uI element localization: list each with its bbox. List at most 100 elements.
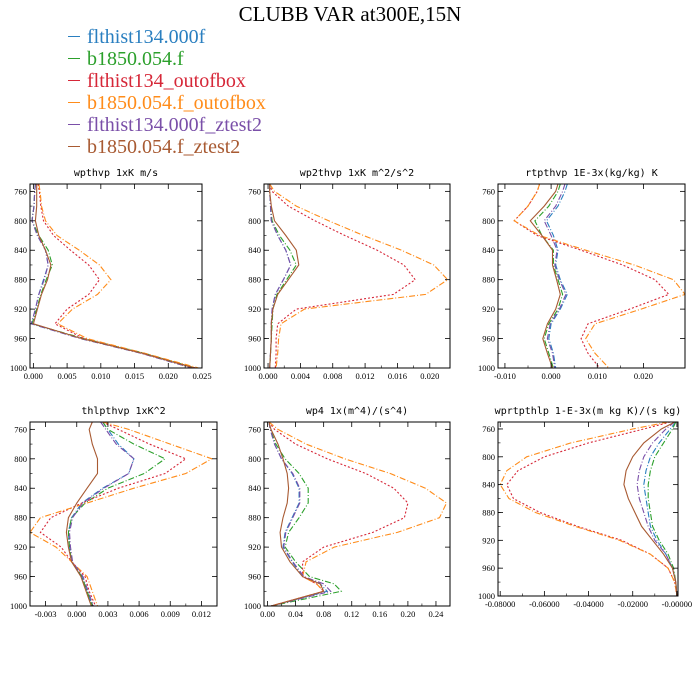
series-line-3 (269, 184, 416, 368)
legend-line-swatch (68, 145, 80, 147)
panel-frame (497, 421, 679, 597)
series-line-6 (623, 422, 678, 596)
legend-item: b1850.054.f_outofbox (68, 92, 266, 114)
x-tick-label: -0.003 (35, 609, 57, 619)
series-line-6 (32, 184, 195, 368)
y-tick-label: 760 (248, 424, 261, 434)
y-tick-label: 920 (14, 542, 27, 552)
y-tick-label: 880 (14, 275, 27, 285)
series-line-5 (269, 184, 292, 368)
x-tick-label: 0.008 (323, 371, 342, 381)
series-line-3 (506, 422, 678, 596)
y-tick-label: 920 (482, 304, 495, 314)
series-line-6 (268, 422, 325, 606)
x-tick-label: 0.006 (130, 609, 149, 619)
x-tick-label: -0.02000 (617, 599, 647, 609)
panel-title: wpthvp 1xK m/s (74, 168, 158, 179)
y-tick-label: 1000 (244, 601, 261, 611)
x-tick-label: 0.000 (67, 609, 86, 619)
legend-item: flthist134.000f (68, 26, 266, 48)
legend-line-swatch (68, 123, 80, 125)
x-tick-label: -0.06000 (529, 599, 559, 609)
series-line-3 (268, 422, 409, 606)
y-tick-label: 1000 (10, 363, 27, 373)
legend-label: flthist134.000f_ztest2 (87, 114, 262, 136)
series-line-3 (513, 184, 670, 368)
x-tick-label: 0.016 (388, 371, 407, 381)
legend-item: b1850.054.f (68, 48, 266, 70)
panel-5: wp4 1x(m^4)/(s^4)76080084088092096010000… (244, 406, 451, 619)
legend-line-swatch (68, 57, 80, 59)
series-line-4 (269, 184, 449, 368)
y-tick-label: 800 (248, 216, 261, 226)
series-line-6 (269, 184, 300, 368)
y-tick-label: 1000 (10, 601, 27, 611)
y-tick-label: 840 (14, 245, 27, 255)
x-tick-label: 0.010 (588, 371, 607, 381)
series-line-1 (67, 422, 135, 606)
y-tick-label: 960 (14, 572, 27, 582)
y-tick-label: 800 (14, 216, 27, 226)
y-tick-label: 800 (482, 216, 495, 226)
series-line-5 (30, 184, 193, 368)
x-tick-label: 0.020 (159, 371, 178, 381)
panel-title: thlpthvp 1xK^2 (81, 406, 165, 417)
series-line-4 (30, 422, 214, 606)
x-tick-label: 0.012 (356, 371, 375, 381)
x-tick-label: 0.020 (634, 371, 653, 381)
legend-label: b1850.054.f_outofbox (87, 92, 266, 114)
x-tick-label: -0.08000 (485, 599, 515, 609)
x-tick-label: 0.010 (91, 371, 110, 381)
series-line-4 (499, 422, 678, 596)
y-tick-label: 840 (482, 245, 495, 255)
y-tick-label: 960 (248, 572, 261, 582)
y-tick-label: 840 (248, 245, 261, 255)
x-tick-label: 0.04 (288, 609, 304, 619)
panel-frame (263, 421, 451, 607)
panel-6: wprtpthlp 1-E-3x(m kg K)/(s kg)760 800 840… (478, 406, 692, 609)
y-tick-label: 880 (248, 513, 261, 523)
series-line-1 (268, 422, 329, 606)
panel-frame (29, 183, 203, 369)
x-tick-label: 0.025 (192, 371, 211, 381)
panel-title: wprtpthlp 1-E-3x(m kg K)/(s kg) (495, 406, 682, 417)
series-line-2 (31, 184, 196, 368)
y-tick-label: 1000 (478, 363, 495, 373)
x-tick-label: 0.012 (192, 609, 211, 619)
y-tick-label: 760 (482, 424, 495, 434)
series-line-5 (543, 184, 567, 368)
series-line-1 (545, 184, 568, 368)
y-tick-label: 880 (482, 507, 495, 517)
series-line-5 (68, 422, 135, 606)
y-tick-label: 920 (482, 535, 495, 545)
legend: flthist134.000f b1850.054.f flthist134_out… (68, 26, 266, 158)
legend-item: flthist134_outofbox (68, 70, 266, 92)
legend-label: b1850.054.f_ztest2 (87, 136, 241, 158)
x-tick-label: 0.004 (291, 371, 311, 381)
x-tick-label: 0.000 (258, 371, 277, 381)
series-line-3 (39, 422, 187, 606)
y-tick-label: 800 (482, 452, 495, 462)
y-tick-label: 1000 (478, 591, 495, 601)
series-line-6 (65, 422, 99, 606)
series-line-2 (647, 422, 678, 596)
y-tick-label: 960 (14, 334, 27, 344)
y-tick-label: 800 (14, 454, 27, 464)
legend-label: b1850.054.f (87, 48, 184, 70)
series-line-4 (513, 184, 685, 368)
panel-title: rtpthvp 1E-3x(kg/kg) K (525, 168, 657, 179)
x-tick-label: 0.005 (58, 371, 77, 381)
series-line-4 (268, 422, 448, 606)
x-tick-label: 0.003 (98, 609, 117, 619)
x-tick-label: 0.08 (316, 609, 331, 619)
legend-label: flthist134.000f (87, 26, 206, 48)
series-line-1 (30, 184, 193, 368)
series-line-2 (534, 184, 564, 368)
x-tick-label: 0.24 (429, 609, 445, 619)
legend-line-swatch (68, 79, 80, 81)
panel-4: thlpthvp 1xK^2 760 800 840 880 920 960 1000 -0.0… (10, 406, 218, 619)
y-tick-label: 880 (14, 513, 27, 523)
y-tick-label: 840 (248, 483, 261, 493)
x-tick-label: 0.000 (24, 371, 43, 381)
